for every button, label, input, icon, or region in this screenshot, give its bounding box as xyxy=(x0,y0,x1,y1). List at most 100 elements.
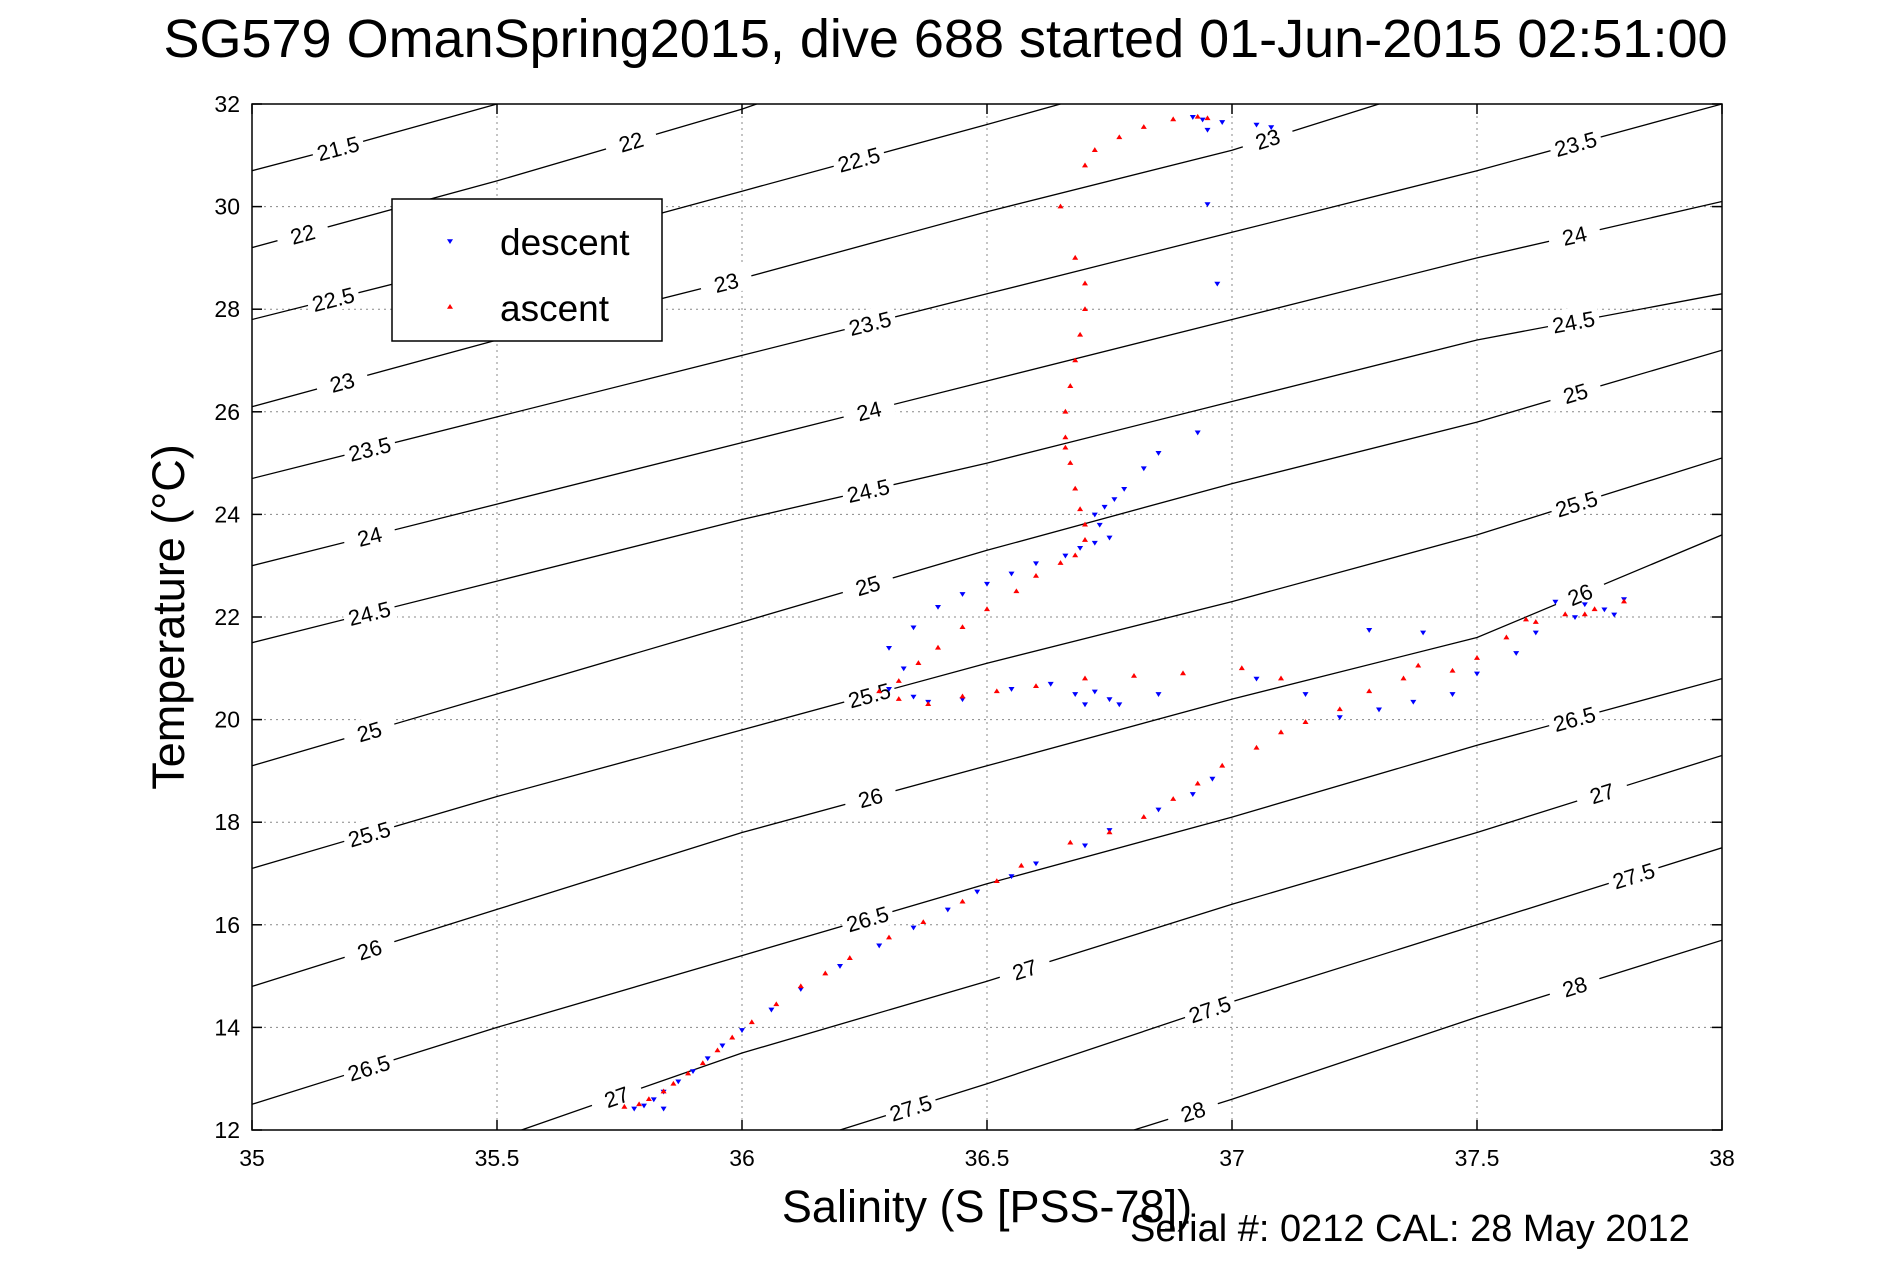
descent-point xyxy=(1601,607,1608,613)
y-tick-label: 30 xyxy=(214,194,240,220)
ascent-point xyxy=(1091,147,1098,152)
contour-label: 27.5 xyxy=(1610,858,1658,895)
ascent-point xyxy=(1194,113,1201,119)
contour-label: 26.5 xyxy=(843,901,891,937)
descent-point xyxy=(797,987,804,992)
descent-point xyxy=(1572,615,1578,620)
ascent-point xyxy=(1180,670,1186,676)
descent-point xyxy=(900,666,907,672)
descent-point xyxy=(935,604,941,610)
descent-point xyxy=(1155,451,1162,456)
descent-point xyxy=(959,592,966,597)
descent-point xyxy=(1219,120,1226,125)
ascent-point xyxy=(1067,383,1074,388)
descent-point xyxy=(1116,702,1123,708)
ascent-point xyxy=(1621,598,1627,604)
x-tick-label: 35.5 xyxy=(475,1145,520,1171)
descent-point xyxy=(1082,702,1088,708)
ascent-point xyxy=(1072,552,1079,558)
ascent-point xyxy=(1278,729,1284,735)
contour-label-bg xyxy=(340,516,398,555)
contour-label-bg xyxy=(1547,482,1605,523)
descent-point xyxy=(1204,202,1211,208)
ascent-point xyxy=(1532,619,1539,624)
contour-label: 23.5 xyxy=(846,306,894,341)
contour-label-bg xyxy=(1546,372,1604,413)
x-axis-label: Salinity (S [PSS-78]) xyxy=(782,1181,1192,1232)
ascent-point xyxy=(1219,762,1226,768)
contour-label-bg xyxy=(1238,117,1296,159)
ascent-point xyxy=(935,644,941,650)
descent-point xyxy=(1253,122,1260,128)
contour-label: 27.5 xyxy=(1186,991,1235,1028)
ascent-point xyxy=(1562,611,1569,617)
descent-point xyxy=(1253,676,1260,682)
contour-label-bg xyxy=(1545,216,1603,254)
descent-point xyxy=(910,694,917,700)
contour-label: 23.5 xyxy=(346,432,394,467)
contour-label-bg xyxy=(1545,965,1603,1006)
ascent-point xyxy=(773,1001,780,1007)
ascent-point xyxy=(993,878,1000,883)
ascent-point xyxy=(1170,116,1177,122)
legend-descent-marker xyxy=(447,239,453,244)
descent-point xyxy=(1091,540,1098,546)
ascent-point xyxy=(895,696,902,701)
descent-point xyxy=(1581,602,1588,608)
descent-point xyxy=(944,907,951,913)
ascent-point xyxy=(748,1019,755,1025)
ascent-point xyxy=(1140,124,1147,129)
contour-label-bg xyxy=(1545,303,1602,339)
contour-label-bg xyxy=(841,303,899,342)
ascent-point xyxy=(1082,280,1088,286)
descent-point xyxy=(641,1103,647,1109)
contour-label: 22.5 xyxy=(835,142,883,177)
descent-point xyxy=(1199,117,1206,123)
contour-label-bg xyxy=(1164,1090,1222,1131)
contour-label-bg xyxy=(340,928,398,969)
x-tick-label: 36.5 xyxy=(965,1145,1010,1171)
descent-point xyxy=(837,964,843,969)
contour-label-bg xyxy=(881,1086,940,1128)
descent-point xyxy=(1532,630,1539,636)
descent-point xyxy=(1214,281,1221,287)
contour-label-bg xyxy=(602,120,660,161)
descent-point xyxy=(886,687,892,692)
ascent-point xyxy=(1366,688,1373,694)
legend-box xyxy=(391,198,663,342)
descent-point xyxy=(660,1106,667,1112)
descent-point xyxy=(1474,671,1480,677)
contour-label-bg xyxy=(1545,698,1603,738)
ascent-point xyxy=(1523,616,1529,622)
contour-line-21.5 xyxy=(252,104,498,172)
ascent-point xyxy=(1581,611,1588,617)
descent-point xyxy=(1033,861,1039,867)
descent-point xyxy=(690,1069,696,1075)
ascent-point xyxy=(1062,408,1069,414)
ascent-point xyxy=(621,1103,628,1109)
y-tick-label: 24 xyxy=(214,501,240,527)
ascent-point xyxy=(822,970,829,976)
contour-label-bg xyxy=(1573,772,1631,813)
ascent-point xyxy=(1140,814,1147,819)
contour-label-bg xyxy=(339,1046,398,1087)
contour-label-bg xyxy=(1604,854,1662,895)
descent-point xyxy=(1420,630,1427,636)
ascent-point xyxy=(699,1060,706,1066)
ascent-point xyxy=(1474,655,1480,660)
ascent-point xyxy=(959,624,966,630)
ascent-point xyxy=(1170,796,1177,801)
descent-point xyxy=(910,625,917,631)
descent-point xyxy=(1410,699,1417,705)
contour-label-bg xyxy=(697,262,755,301)
contour-line-28 xyxy=(1133,939,1722,1130)
contour-label: 24.5 xyxy=(845,474,892,508)
ascent-point xyxy=(1062,444,1069,450)
ascent-point xyxy=(959,898,966,904)
descent-point xyxy=(1140,466,1147,472)
ascent-point xyxy=(1077,506,1084,512)
legend: descent ascent xyxy=(391,198,663,342)
ascent-point xyxy=(1057,203,1064,209)
contour-label: 25.5 xyxy=(845,678,893,713)
